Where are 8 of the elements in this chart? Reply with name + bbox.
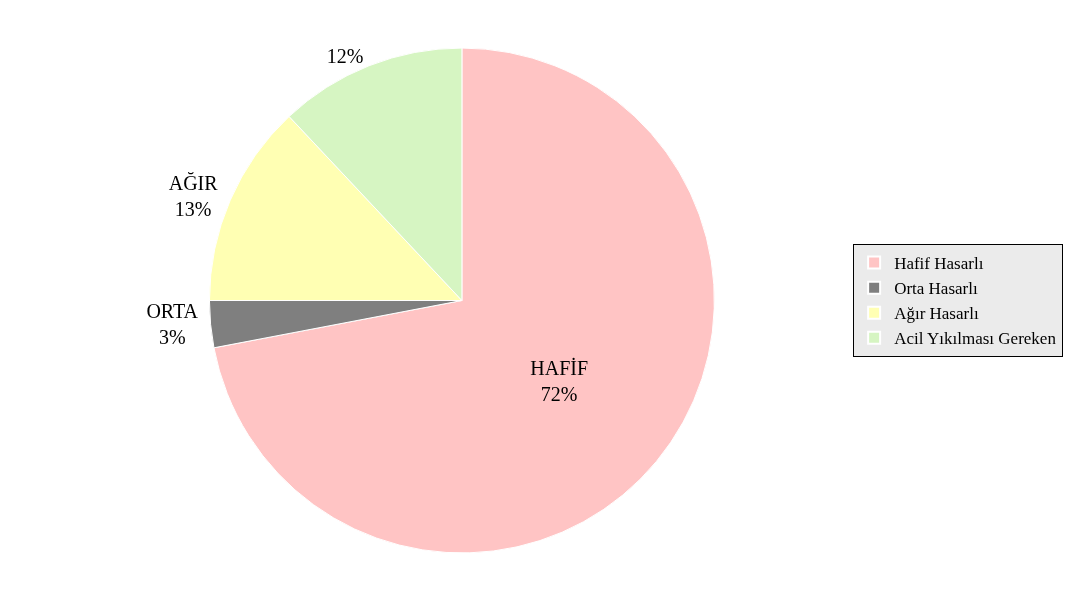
data-label: AĞIR 13% [168,172,219,221]
legend-label: Orta Hasarlı [894,279,978,299]
legend-label: Ağır Hasarlı [894,304,979,324]
data-label: HAFİF 72% [530,356,589,405]
legend-label: Hafif Hasarlı [894,254,984,274]
data-label: ORTA 3% [146,300,199,349]
data-label: 12% [326,45,364,68]
legend-label: Acil Yıkılması Gereken [894,329,1057,349]
